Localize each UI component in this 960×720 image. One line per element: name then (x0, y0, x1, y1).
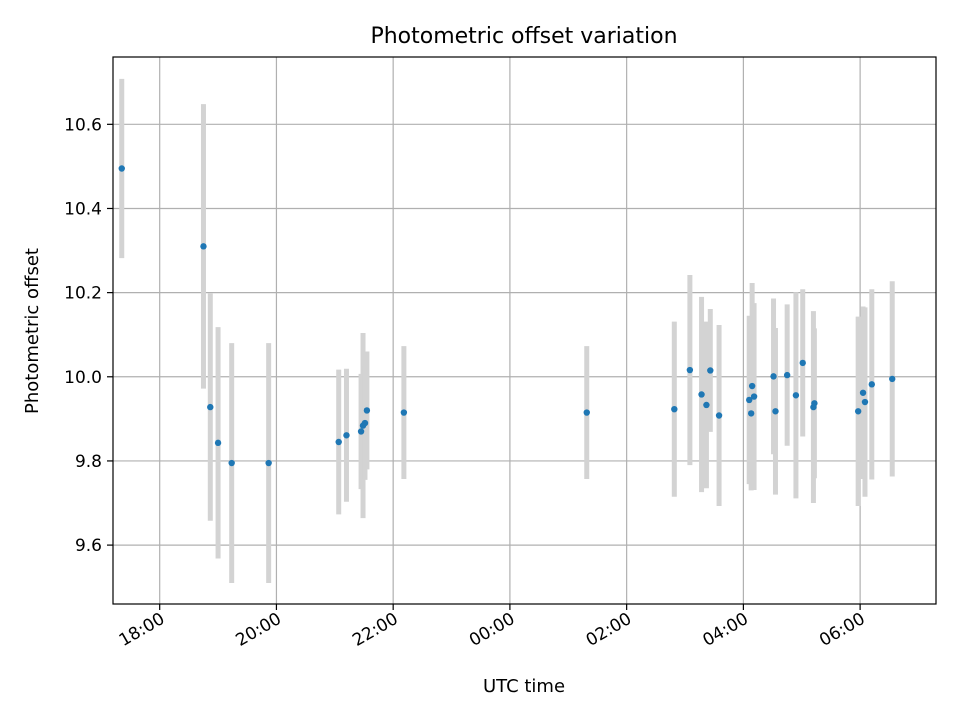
y-tick-label: 10.0 (64, 368, 102, 388)
plot-frame (112, 56, 937, 605)
chart-title: Photometric offset variation (370, 24, 677, 49)
data-point (207, 403, 214, 411)
y-tick-label: 9.8 (75, 452, 102, 472)
data-point (583, 409, 590, 416)
y-tick-label: 10.2 (64, 284, 102, 304)
x-tick-label: 06:00 (816, 609, 868, 651)
y-tick-label: 10.6 (64, 115, 102, 135)
data-point (200, 243, 207, 250)
data-point (792, 392, 800, 399)
data-point (799, 359, 806, 367)
data-point (707, 367, 714, 374)
data-point (265, 459, 272, 467)
x-tick-label: 22:00 (349, 609, 401, 651)
grid (113, 57, 936, 604)
x-tick-label: 00:00 (466, 609, 518, 651)
data-point (746, 396, 753, 404)
y-axis-label: Photometric offset (22, 248, 43, 414)
data-point (868, 381, 875, 388)
data-points (118, 165, 896, 467)
y-tick-label: 10.4 (64, 199, 102, 219)
data-point (748, 382, 756, 390)
x-tick-label: 20:00 (232, 609, 284, 651)
data-point (671, 405, 678, 413)
x-tick-label: 04:00 (699, 609, 751, 651)
data-point (861, 398, 869, 406)
data-point (747, 410, 755, 417)
data-point (698, 391, 705, 398)
data-point (772, 408, 779, 415)
data-point (363, 407, 371, 414)
x-tick-label: 02:00 (583, 609, 635, 651)
data-point (686, 366, 694, 374)
data-point (357, 428, 365, 435)
data-point (228, 459, 235, 467)
data-point (715, 412, 723, 419)
data-point (703, 401, 710, 409)
data-point (889, 375, 896, 383)
error-bars (119, 78, 895, 583)
data-point (854, 408, 862, 415)
y-tick-label: 9.6 (75, 536, 102, 556)
data-point (400, 409, 408, 416)
data-point (361, 419, 369, 427)
x-tick-label: 18:00 (116, 609, 168, 651)
data-point (783, 371, 791, 379)
data-point (750, 393, 758, 400)
data-point (118, 165, 125, 172)
data-point (343, 432, 350, 439)
data-point (770, 373, 777, 380)
data-point (335, 438, 342, 446)
data-point (859, 389, 867, 396)
x-axis-label: UTC time (483, 676, 565, 697)
data-point (214, 439, 222, 447)
data-point (811, 400, 818, 407)
